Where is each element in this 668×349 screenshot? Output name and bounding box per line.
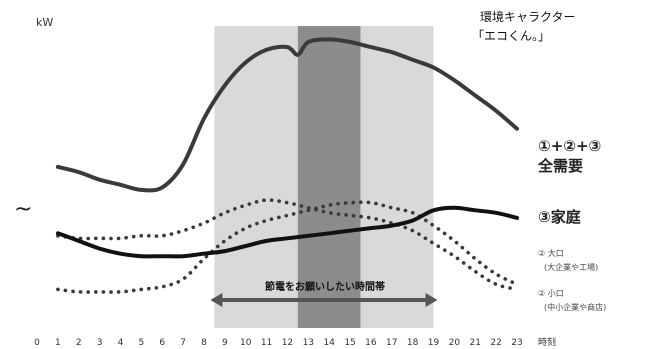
legend-large-line1: ② 大口 xyxy=(538,248,564,258)
series-lines xyxy=(55,37,519,294)
axis-break-mark: ~ xyxy=(14,197,32,222)
legend-small-line1: ② 小口 xyxy=(538,289,564,298)
x-tick-label: 22 xyxy=(490,338,501,348)
series-line-dotted-1 xyxy=(56,200,519,294)
x-tick-label: 0 xyxy=(34,338,40,348)
x-tick-label: 17 xyxy=(386,338,397,348)
x-tick-label: 20 xyxy=(449,338,461,348)
x-tick-label: 19 xyxy=(428,338,440,348)
x-tick-label: 10 xyxy=(240,338,252,348)
x-tick-label: 6 xyxy=(159,338,165,348)
x-axis-label: 時刻 xyxy=(538,336,556,348)
x-tick-label: 23 xyxy=(511,338,522,348)
character-note-line1: 環境キャラクター xyxy=(480,9,576,24)
x-tick-label: 14 xyxy=(323,338,335,348)
x-tick-label: 18 xyxy=(407,338,419,348)
x-tick-label: 3 xyxy=(97,338,103,348)
x-tick-label: 7 xyxy=(180,338,186,348)
y-unit-label: kW xyxy=(36,16,53,29)
x-tick-label: 15 xyxy=(344,338,355,348)
legend-large-line2: (大企業や工場) xyxy=(544,262,598,272)
x-tick-label: 11 xyxy=(261,338,272,348)
character-note-line2: 「エコくん。」 xyxy=(472,29,550,43)
legend-small-line2: (中小企業や商店) xyxy=(544,302,606,312)
x-tick-label: 12 xyxy=(282,338,293,348)
x-tick-label: 13 xyxy=(303,338,314,348)
x-tick-label: 2 xyxy=(76,338,82,348)
shaded-periods xyxy=(214,26,434,328)
legend-total-line2: 全需要 xyxy=(537,157,583,175)
shaded-period-dark xyxy=(297,26,361,328)
x-tick-label: 8 xyxy=(201,338,207,348)
x-tick-label: 21 xyxy=(470,338,481,348)
peak-period-arrow xyxy=(210,293,438,307)
series-line-dotted-0 xyxy=(56,198,519,292)
peak-arrow-head-right xyxy=(425,293,438,307)
x-tick-label: 5 xyxy=(138,338,144,348)
peak-period-label: 節電をお願いしたい時間帯 xyxy=(265,280,385,293)
series-line-solid-3 xyxy=(55,205,519,259)
x-tick-labels: 0 1 2 3 4 5 6 7 8 9 10 11 12 13 14 15 16 17 18 19 20 21 22 23 xyxy=(34,338,523,348)
x-tick-label: 1 xyxy=(55,338,61,348)
x-tick-label: 4 xyxy=(118,338,124,348)
peak-arrow-head-left xyxy=(210,293,223,307)
x-tick-label: 16 xyxy=(365,338,377,348)
legend-total-line1: ①+②+③ xyxy=(538,137,601,155)
legend-home: ③家庭 xyxy=(538,208,582,226)
series-line-solid-2 xyxy=(55,37,519,193)
x-tick-label: 9 xyxy=(222,338,228,348)
